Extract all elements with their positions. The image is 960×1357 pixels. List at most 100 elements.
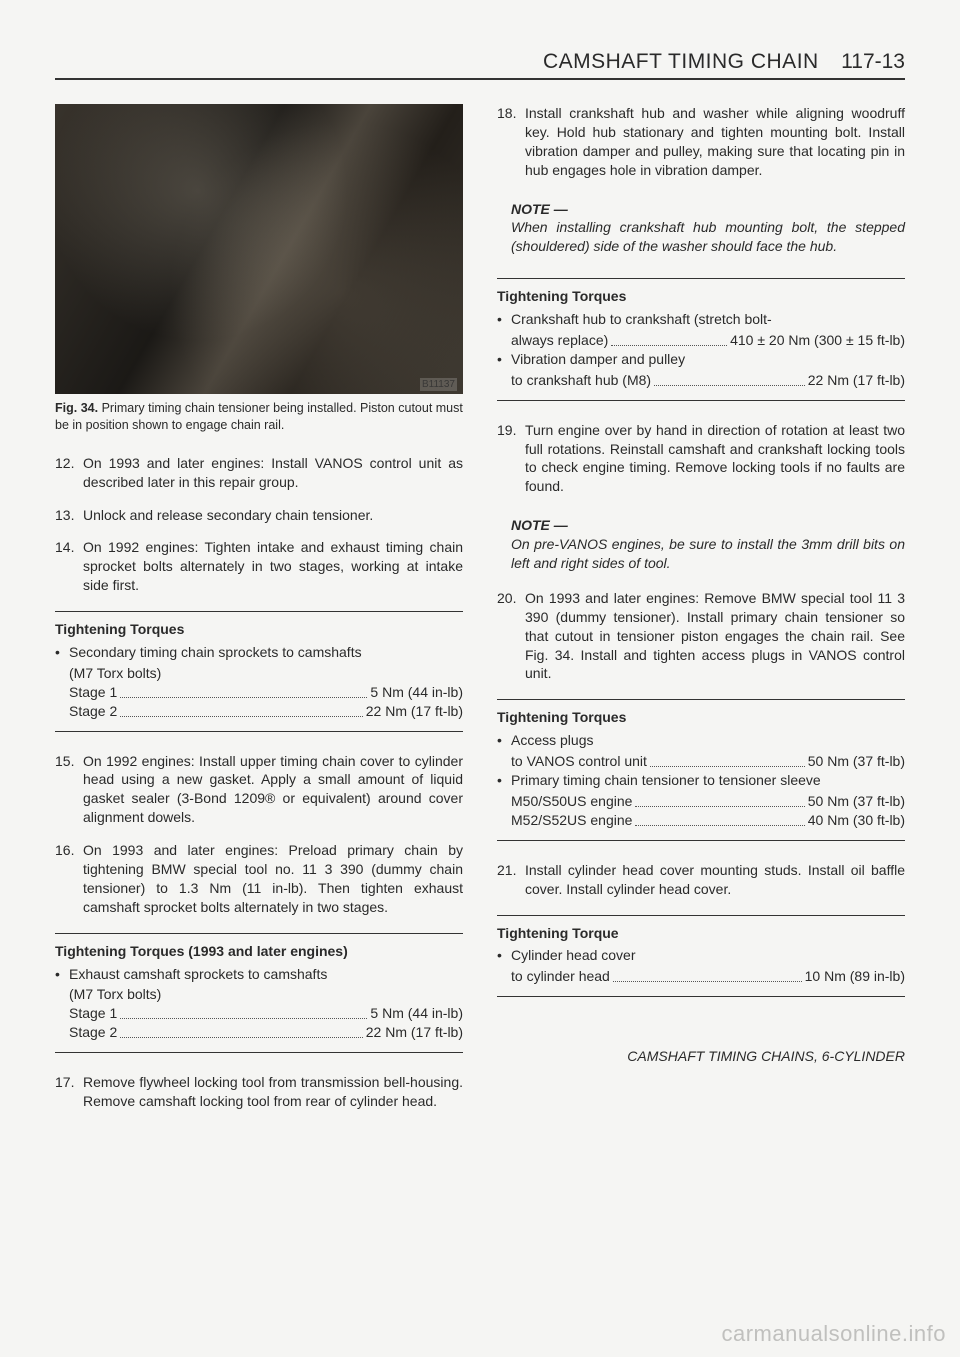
box-title: Tightening Torques bbox=[497, 708, 905, 727]
step-number: 13. bbox=[55, 506, 83, 525]
step-15: 15. On 1992 engines: Install upper timin… bbox=[55, 752, 463, 828]
bullet-item: • Exhaust camshaft sprockets to camshaft… bbox=[55, 965, 463, 984]
note-block: NOTE — On pre-VANOS engines, be sure to … bbox=[497, 510, 905, 579]
step-text: On 1993 and later engines: Install VANOS… bbox=[83, 454, 463, 492]
bullet-text: Crankshaft hub to crankshaft (stretch bo… bbox=[511, 310, 905, 329]
step-number: 16. bbox=[55, 841, 83, 917]
torque-value: 410 ± 20 Nm (300 ± 15 ft-lb) bbox=[730, 331, 905, 350]
torque-value: 50 Nm (37 ft-lb) bbox=[808, 792, 905, 811]
dots-fill bbox=[635, 811, 804, 826]
torque-value: 22 Nm (17 ft-lb) bbox=[808, 371, 905, 390]
box-title: Tightening Torque bbox=[497, 924, 905, 943]
section-title: CAMSHAFT TIMING CHAIN bbox=[543, 50, 819, 73]
page-header: CAMSHAFT TIMING CHAIN 117-13 bbox=[55, 50, 905, 80]
torque-value: 50 Nm (37 ft-lb) bbox=[808, 752, 905, 771]
dots-fill bbox=[613, 967, 802, 982]
torque-label: Stage 1 bbox=[69, 683, 117, 702]
dots-fill bbox=[650, 752, 805, 767]
step-12: 12. On 1993 and later engines: Install V… bbox=[55, 454, 463, 492]
bullet-text: Exhaust camshaft sprockets to camshafts bbox=[69, 965, 463, 984]
torque-value: 40 Nm (30 ft-lb) bbox=[808, 811, 905, 830]
torque-label: always replace) bbox=[511, 331, 608, 350]
torque-line: always replace) 410 ± 20 Nm (300 ± 15 ft… bbox=[497, 331, 905, 350]
bullet-sub: (M7 Torx bolts) bbox=[55, 985, 463, 1004]
torque-line: to cylinder head 10 Nm (89 in-lb) bbox=[497, 967, 905, 986]
left-column: B11137 Fig. 34. Primary timing chain ten… bbox=[55, 104, 463, 1125]
step-text: On 1993 and later engines: Preload prima… bbox=[83, 841, 463, 917]
step-number: 20. bbox=[497, 589, 525, 683]
step-17: 17. Remove flywheel locking tool from tr… bbox=[55, 1073, 463, 1111]
torque-box-5: Tightening Torque • Cylinder head cover … bbox=[497, 915, 905, 998]
torque-label: to VANOS control unit bbox=[511, 752, 647, 771]
note-heading: NOTE — bbox=[511, 200, 905, 219]
bullet-dot: • bbox=[497, 350, 511, 369]
step-13: 13. Unlock and release secondary chain t… bbox=[55, 506, 463, 525]
bullet-dot: • bbox=[497, 731, 511, 750]
torque-line: Stage 2 22 Nm (17 ft-lb) bbox=[55, 1023, 463, 1042]
box-title: Tightening Torques bbox=[55, 620, 463, 639]
torque-label: to cylinder head bbox=[511, 967, 610, 986]
step-text: Unlock and release secondary chain tensi… bbox=[83, 506, 463, 525]
dots-fill bbox=[120, 1004, 367, 1019]
note-body: When installing crankshaft hub mounting … bbox=[511, 218, 905, 256]
box-title: Tightening Torques (1993 and later engin… bbox=[55, 942, 463, 961]
torque-box-2: Tightening Torques (1993 and later engin… bbox=[55, 933, 463, 1053]
step-text: Turn engine over by hand in direction of… bbox=[525, 421, 905, 497]
figure-caption: Fig. 34. Primary timing chain tensioner … bbox=[55, 400, 463, 434]
step-text: On 1992 engines: Install upper timing ch… bbox=[83, 752, 463, 828]
dots-fill bbox=[120, 702, 362, 717]
bullet-item: • Vibration damper and pulley bbox=[497, 350, 905, 369]
torque-value: 10 Nm (89 in-lb) bbox=[805, 967, 905, 986]
step-18: 18. Install crankshaft hub and washer wh… bbox=[497, 104, 905, 180]
right-column: 18. Install crankshaft hub and washer wh… bbox=[497, 104, 905, 1125]
torque-line: Stage 1 5 Nm (44 in-lb) bbox=[55, 1004, 463, 1023]
caption-fig-number: Fig. 34. bbox=[55, 401, 98, 415]
dots-fill bbox=[654, 371, 805, 386]
step-number: 21. bbox=[497, 861, 525, 899]
bullet-dot: • bbox=[55, 643, 69, 662]
step-text: Remove flywheel locking tool from transm… bbox=[83, 1073, 463, 1111]
bullet-item: • Access plugs bbox=[497, 731, 905, 750]
step-number: 19. bbox=[497, 421, 525, 497]
manual-page: CAMSHAFT TIMING CHAIN 117-13 B11137 Fig.… bbox=[0, 0, 960, 1155]
photo-id-label: B11137 bbox=[420, 378, 457, 392]
bullet-text: Secondary timing chain sprockets to cams… bbox=[69, 643, 463, 662]
step-14: 14. On 1992 engines: Tighten intake and … bbox=[55, 538, 463, 595]
torque-value: 22 Nm (17 ft-lb) bbox=[366, 702, 463, 721]
step-text: On 1992 engines: Tighten intake and exha… bbox=[83, 538, 463, 595]
torque-line: M50/S50US engine 50 Nm (37 ft-lb) bbox=[497, 792, 905, 811]
step-20: 20. On 1993 and later engines: Remove BM… bbox=[497, 589, 905, 683]
step-text: On 1993 and later engines: Remove BMW sp… bbox=[525, 589, 905, 683]
torque-label: M52/S52US engine bbox=[511, 811, 632, 830]
torque-value: 5 Nm (44 in-lb) bbox=[370, 683, 463, 702]
page-number: 117-13 bbox=[841, 50, 905, 73]
step-16: 16. On 1993 and later engines: Preload p… bbox=[55, 841, 463, 917]
torque-line: M52/S52US engine 40 Nm (30 ft-lb) bbox=[497, 811, 905, 830]
torque-label: to crankshaft hub (M8) bbox=[511, 371, 651, 390]
bullet-text: Cylinder head cover bbox=[511, 946, 905, 965]
box-title: Tightening Torques bbox=[497, 287, 905, 306]
dots-fill bbox=[635, 792, 804, 807]
torque-label: Stage 1 bbox=[69, 1004, 117, 1023]
torque-label: M50/S50US engine bbox=[511, 792, 632, 811]
bullet-item: • Crankshaft hub to crankshaft (stretch … bbox=[497, 310, 905, 329]
bullet-item: • Secondary timing chain sprockets to ca… bbox=[55, 643, 463, 662]
torque-label: Stage 2 bbox=[69, 1023, 117, 1042]
step-number: 15. bbox=[55, 752, 83, 828]
torque-line: to crankshaft hub (M8) 22 Nm (17 ft-lb) bbox=[497, 371, 905, 390]
step-number: 14. bbox=[55, 538, 83, 595]
bullet-text: Access plugs bbox=[511, 731, 905, 750]
bullet-dot: • bbox=[497, 771, 511, 790]
step-number: 17. bbox=[55, 1073, 83, 1111]
bullet-text: Vibration damper and pulley bbox=[511, 350, 905, 369]
torque-box-1: Tightening Torques • Secondary timing ch… bbox=[55, 611, 463, 731]
step-21: 21. Install cylinder head cover mounting… bbox=[497, 861, 905, 899]
torque-line: Stage 2 22 Nm (17 ft-lb) bbox=[55, 702, 463, 721]
dots-fill bbox=[120, 683, 367, 698]
note-block: NOTE — When installing crankshaft hub mo… bbox=[497, 194, 905, 263]
torque-label: Stage 2 bbox=[69, 702, 117, 721]
note-body: On pre-VANOS engines, be sure to install… bbox=[511, 535, 905, 573]
torque-line: to VANOS control unit 50 Nm (37 ft-lb) bbox=[497, 752, 905, 771]
page-footer: CAMSHAFT TIMING CHAINS, 6-CYLINDER bbox=[497, 1047, 905, 1066]
bullet-item: • Primary timing chain tensioner to tens… bbox=[497, 771, 905, 790]
